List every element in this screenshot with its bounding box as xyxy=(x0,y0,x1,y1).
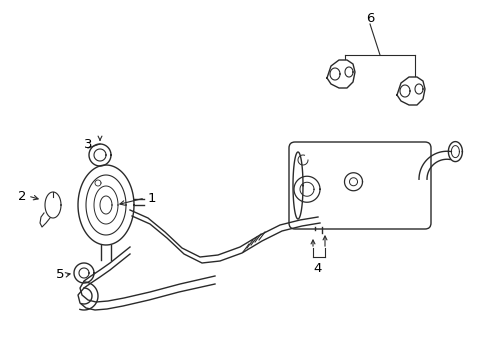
Text: 5: 5 xyxy=(56,269,64,282)
Text: 6: 6 xyxy=(365,12,373,24)
Text: 2: 2 xyxy=(18,189,26,202)
Text: 3: 3 xyxy=(83,139,92,152)
Text: 4: 4 xyxy=(313,262,322,275)
Text: 1: 1 xyxy=(148,192,156,204)
